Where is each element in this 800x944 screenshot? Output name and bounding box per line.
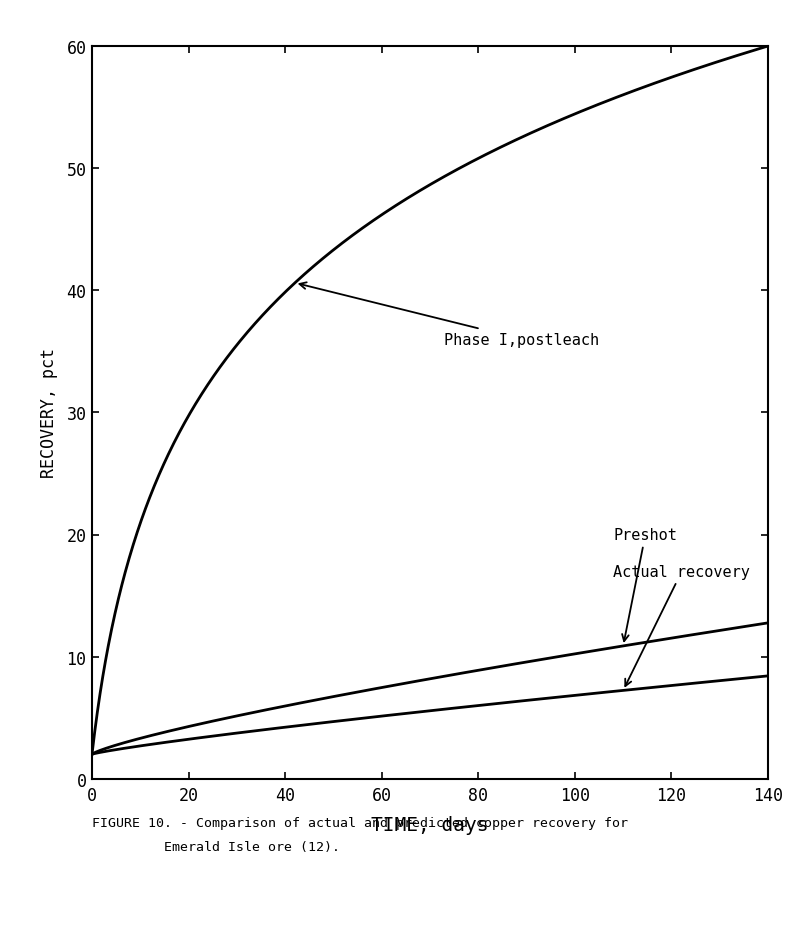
X-axis label: TIME, days: TIME, days (371, 815, 489, 834)
Text: Preshot: Preshot (614, 528, 678, 642)
Text: Actual recovery: Actual recovery (614, 564, 750, 686)
Y-axis label: RECOVERY, pct: RECOVERY, pct (40, 348, 58, 478)
Text: FIGURE 10. - Comparison of actual and predicted copper recovery for: FIGURE 10. - Comparison of actual and pr… (92, 817, 628, 830)
Text: Emerald Isle ore (12).: Emerald Isle ore (12). (92, 840, 340, 853)
Text: Phase I,postleach: Phase I,postleach (299, 283, 600, 347)
